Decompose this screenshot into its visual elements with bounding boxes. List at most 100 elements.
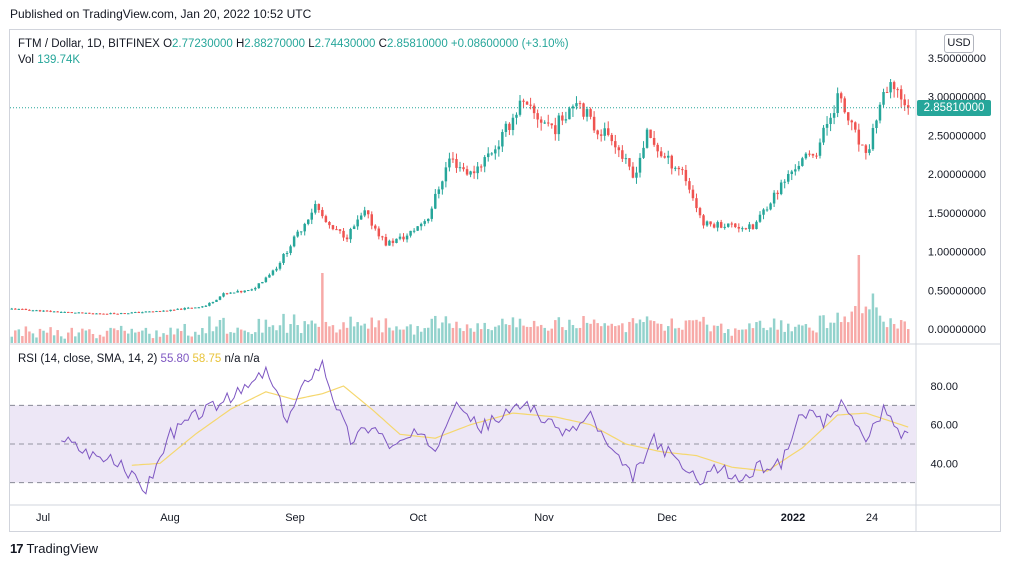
candle-body xyxy=(861,144,864,146)
volume-bar xyxy=(194,331,197,343)
candle-body xyxy=(239,290,243,293)
volume-bar xyxy=(638,319,642,343)
volume-bar xyxy=(289,324,292,343)
volume-bar xyxy=(847,322,850,343)
volume-bar xyxy=(642,322,645,343)
candle-body xyxy=(405,235,409,240)
volume-bar xyxy=(508,324,511,343)
volume-bar xyxy=(275,330,278,343)
candle-body xyxy=(162,310,165,312)
candle-body xyxy=(95,313,98,315)
candle-body xyxy=(769,203,772,210)
candle-body xyxy=(169,309,172,312)
candle-body xyxy=(441,181,444,190)
candle-body xyxy=(776,192,779,195)
volume-bar xyxy=(610,323,613,343)
candle-body xyxy=(194,307,197,309)
volume-bar xyxy=(462,331,465,343)
volume-bar xyxy=(617,325,621,343)
candle-body xyxy=(825,124,829,128)
candle-body xyxy=(201,306,204,308)
brand-footer[interactable]: 17 TradingView xyxy=(10,541,98,556)
volume-bar xyxy=(345,327,349,343)
volume-bar xyxy=(483,322,486,343)
volume-bar xyxy=(896,328,899,343)
volume-bar xyxy=(102,336,105,343)
candle-body xyxy=(511,117,515,131)
candle-body xyxy=(663,156,666,158)
chart-frame[interactable] xyxy=(9,29,1001,532)
candle-body xyxy=(568,108,571,120)
currency-button[interactable]: USD xyxy=(944,34,974,53)
candle-body xyxy=(779,182,783,195)
candle-body xyxy=(331,225,335,230)
volume-bar xyxy=(179,331,183,343)
candle-body xyxy=(808,153,811,155)
volume-bar xyxy=(557,317,561,343)
volume-bar xyxy=(501,318,504,343)
candle-body xyxy=(811,153,815,156)
candle-body xyxy=(582,103,585,117)
volume-bar xyxy=(575,328,578,343)
volume-label[interactable]: Vol xyxy=(18,54,34,66)
candle-body xyxy=(677,167,681,170)
candle-body xyxy=(352,226,356,229)
volume-bar xyxy=(811,330,815,343)
candle-body xyxy=(691,189,695,199)
volume-bar xyxy=(91,334,95,343)
candle-body xyxy=(737,226,741,229)
time-tick-label: Sep xyxy=(285,512,305,524)
candle-body xyxy=(458,167,462,169)
volume-bar xyxy=(56,330,59,343)
volume-bar xyxy=(257,318,261,343)
published-note: Published on TradingView.com, Jan 20, 20… xyxy=(10,7,312,21)
candle-body xyxy=(384,236,388,246)
volume-bar xyxy=(539,324,543,343)
volume-bar xyxy=(31,333,35,343)
candle-body xyxy=(98,313,102,315)
candle-body xyxy=(462,167,465,170)
volume-bar xyxy=(871,293,875,343)
volume-bar xyxy=(81,328,84,343)
candle-body xyxy=(592,116,596,131)
volume-bar xyxy=(624,332,628,343)
candle-body xyxy=(554,125,557,135)
high-value: 2.88270000 xyxy=(244,38,306,50)
candle-body xyxy=(377,228,381,237)
candle-body xyxy=(310,212,313,220)
candle-body xyxy=(741,228,744,230)
candle-body xyxy=(847,112,850,121)
candle-body xyxy=(607,128,610,135)
volume-bar xyxy=(208,316,211,343)
volume-bar xyxy=(487,329,490,343)
volume-bar xyxy=(98,334,102,343)
candle-body xyxy=(515,114,518,118)
candle-body xyxy=(289,246,292,253)
candle-body xyxy=(137,312,141,314)
candle-body xyxy=(539,119,543,123)
candle-body xyxy=(621,150,624,159)
volume-bar xyxy=(568,319,571,343)
candle-body xyxy=(314,204,317,213)
rsi-title[interactable]: RSI (14, close, SMA, 14, 2) xyxy=(18,353,158,365)
candle-body xyxy=(204,305,208,307)
candle-body xyxy=(148,311,151,313)
candle-body xyxy=(561,115,564,121)
candle-body xyxy=(109,313,112,315)
volume-bar xyxy=(652,321,656,343)
price-tick-label: 2.50000000 xyxy=(928,130,986,142)
symbol-title[interactable]: FTM / Dollar, 1D, BITFINEX xyxy=(18,38,160,50)
volume-bar xyxy=(903,321,906,343)
volume-bar xyxy=(254,332,257,343)
volume-bar xyxy=(621,323,624,343)
volume-bar xyxy=(907,329,910,343)
candle-body xyxy=(45,310,49,312)
candle-body xyxy=(804,153,808,159)
volume-bar xyxy=(95,338,98,343)
candle-body xyxy=(370,214,373,226)
candle-body xyxy=(652,137,656,145)
volume-bar xyxy=(695,319,698,343)
candle-body xyxy=(59,311,63,313)
volume-bar xyxy=(599,326,603,343)
